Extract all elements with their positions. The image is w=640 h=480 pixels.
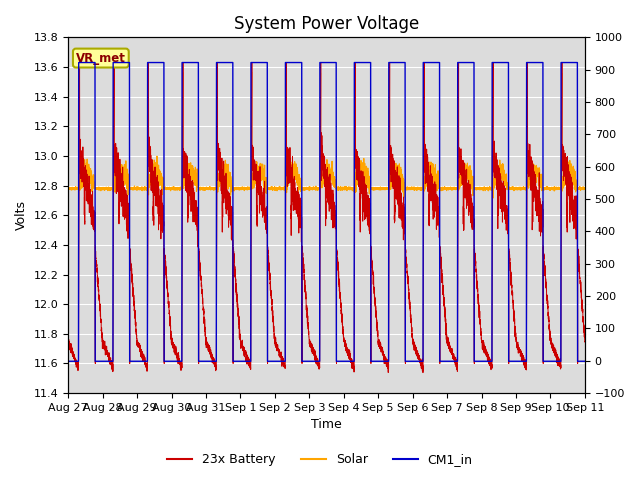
Legend: 23x Battery, Solar, CM1_in: 23x Battery, Solar, CM1_in <box>163 448 477 471</box>
Text: VR_met: VR_met <box>76 51 126 65</box>
X-axis label: Time: Time <box>311 419 342 432</box>
Y-axis label: Volts: Volts <box>15 200 28 230</box>
Title: System Power Voltage: System Power Voltage <box>234 15 419 33</box>
